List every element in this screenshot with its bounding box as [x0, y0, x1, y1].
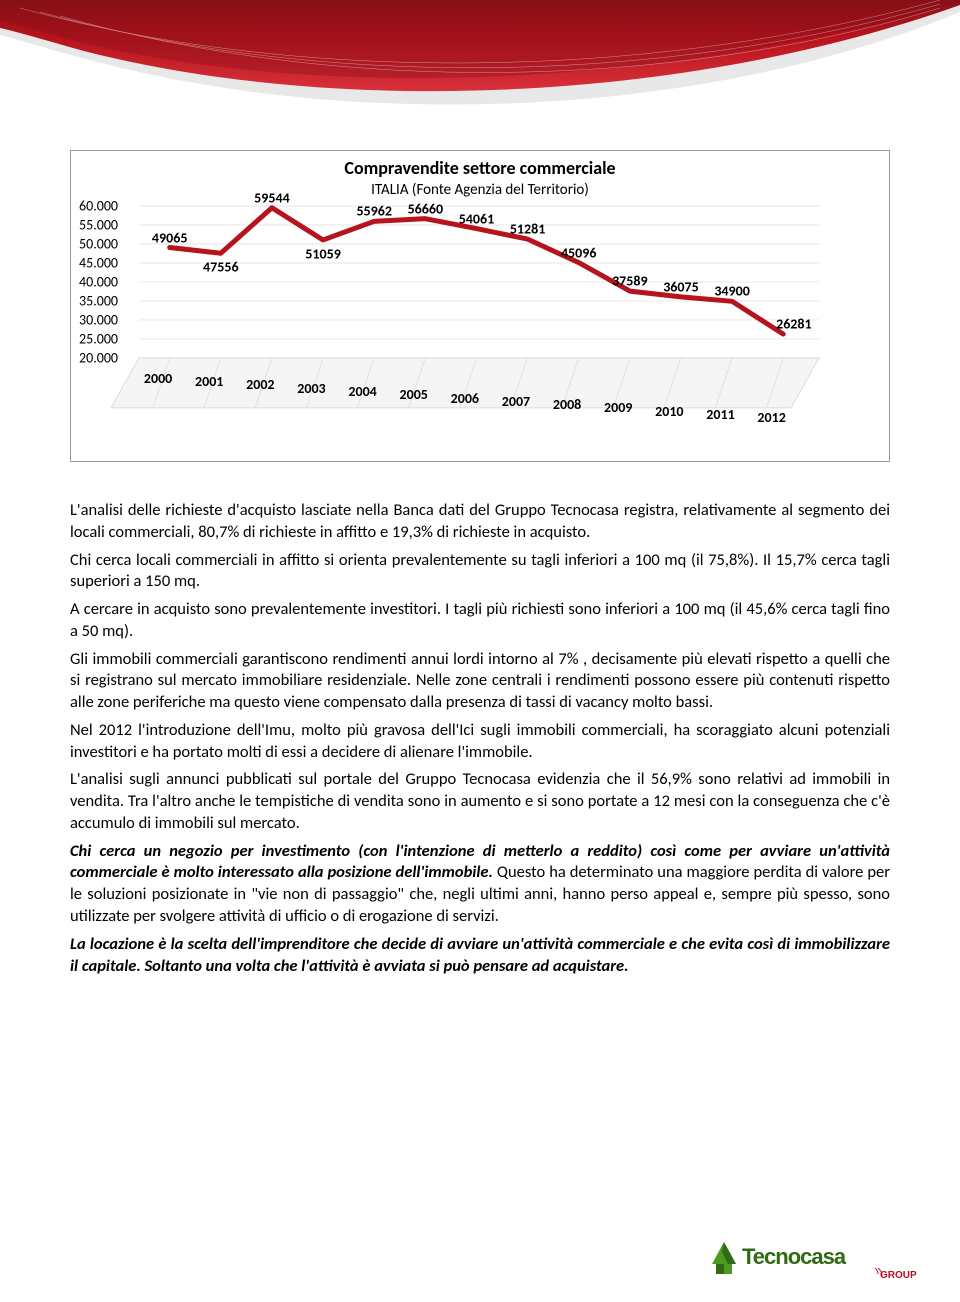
body-text: L'analisi delle richieste d'acquisto las… — [70, 500, 890, 983]
y-axis-label: 55.000 — [79, 216, 118, 233]
data-label: 59544 — [254, 189, 289, 206]
x-axis-label: 2008 — [553, 396, 581, 413]
y-axis-label: 20.000 — [79, 349, 118, 366]
header-swoosh — [0, 0, 960, 120]
y-axis-label: 50.000 — [79, 235, 118, 252]
x-axis-label: 2009 — [604, 399, 632, 416]
paragraph: La locazione è la scelta dell'imprendito… — [70, 934, 890, 978]
data-label: 54061 — [459, 210, 494, 227]
page: Compravendite settore commerciale ITALIA… — [0, 0, 960, 1302]
data-label: 47556 — [203, 259, 238, 276]
paragraph: L'analisi delle richieste d'acquisto las… — [70, 500, 890, 544]
x-axis-label: 2004 — [348, 383, 376, 400]
data-label: 34900 — [714, 283, 749, 300]
y-axis-label: 25.000 — [79, 330, 118, 347]
logo-sub: GROUP — [880, 1270, 917, 1281]
data-label: 26281 — [776, 315, 811, 332]
data-label: 37589 — [612, 272, 647, 289]
chart-plot-area: 60.00055.00050.00045.00040.00035.00030.0… — [79, 206, 819, 451]
y-axis-label: 45.000 — [79, 254, 118, 271]
tecnocasa-logo: Tecnocasa GROUP — [710, 1236, 930, 1284]
x-axis-label: 2003 — [297, 380, 325, 397]
data-label: 56660 — [408, 200, 443, 217]
y-axis-label: 30.000 — [79, 311, 118, 328]
x-axis-label: 2002 — [246, 376, 274, 393]
chart-subtitle: ITALIA (Fonte Agenzia del Territorio) — [71, 181, 889, 199]
chart-container: Compravendite settore commerciale ITALIA… — [70, 150, 890, 462]
y-axis-label: 60.000 — [79, 198, 118, 215]
paragraph: A cercare in acquisto sono prevalentemen… — [70, 599, 890, 643]
data-label: 51059 — [305, 245, 340, 262]
x-axis-label: 2005 — [400, 386, 428, 403]
paragraph: Gli immobili commerciali garantiscono re… — [70, 649, 890, 714]
chart-title: Compravendite settore commerciale — [71, 157, 889, 179]
x-axis-label: 2000 — [144, 370, 172, 387]
x-axis-label: 2007 — [502, 393, 530, 410]
x-axis-label: 2011 — [706, 406, 734, 423]
data-label: 45096 — [561, 244, 596, 261]
paragraph: Chi cerca locali commerciali in affitto … — [70, 550, 890, 594]
y-axis-label: 35.000 — [79, 292, 118, 309]
paragraph: L'analisi sugli annunci pubblicati sul p… — [70, 769, 890, 834]
paragraph: Chi cerca un negozio per investimento (c… — [70, 841, 890, 928]
data-label: 51281 — [510, 220, 545, 237]
logo-text: Tecnocasa — [742, 1244, 847, 1269]
data-label: 55962 — [356, 203, 391, 220]
bold-span: La locazione è la scelta dell'imprendito… — [70, 934, 890, 976]
paragraph: Nel 2012 l'introduzione dell'Imu, molto … — [70, 720, 890, 764]
x-axis-label: 2010 — [655, 403, 683, 420]
y-axis-label: 40.000 — [79, 273, 118, 290]
data-label: 36075 — [663, 278, 698, 295]
chart-plot: 4906547556595445105955962566605406151281… — [139, 206, 819, 451]
x-axis-label: 2001 — [195, 373, 223, 390]
data-label: 49065 — [152, 229, 187, 246]
x-axis-label: 2012 — [757, 409, 785, 426]
x-axis-label: 2006 — [451, 390, 479, 407]
